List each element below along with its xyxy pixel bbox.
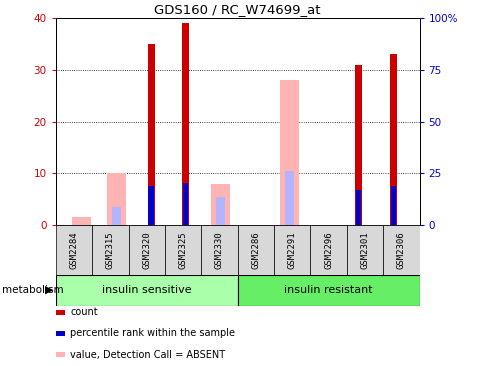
Bar — [279, 80, 299, 225]
Bar — [92, 225, 128, 274]
Text: GSM2286: GSM2286 — [251, 231, 260, 269]
Bar — [201, 225, 237, 274]
Bar — [382, 225, 419, 274]
Title: GDS160 / RC_W74699_at: GDS160 / RC_W74699_at — [154, 3, 320, 16]
Bar — [237, 274, 419, 306]
Bar — [128, 225, 165, 274]
Bar — [147, 44, 154, 225]
Bar — [72, 217, 91, 225]
Bar — [390, 186, 395, 225]
Text: value, Detection Call = ABSENT: value, Detection Call = ABSENT — [70, 350, 225, 360]
Bar — [106, 173, 126, 225]
Bar — [346, 225, 382, 274]
Text: GSM2330: GSM2330 — [214, 231, 224, 269]
Text: GSM2284: GSM2284 — [69, 231, 78, 269]
Bar — [237, 225, 273, 274]
Text: insulin sensitive: insulin sensitive — [102, 285, 191, 295]
Text: percentile rank within the sample: percentile rank within the sample — [70, 328, 235, 339]
Bar — [56, 225, 92, 274]
Bar — [165, 225, 201, 274]
Text: count: count — [70, 307, 98, 317]
Text: insulin resistant: insulin resistant — [284, 285, 372, 295]
Text: GSM2306: GSM2306 — [396, 231, 405, 269]
Bar — [182, 23, 189, 225]
Bar — [356, 190, 361, 225]
Bar — [389, 55, 396, 225]
Bar — [56, 274, 237, 306]
Bar — [310, 225, 346, 274]
Text: GSM2325: GSM2325 — [178, 231, 187, 269]
Text: GSM2296: GSM2296 — [323, 231, 333, 269]
Bar — [148, 186, 153, 225]
Bar — [112, 207, 121, 225]
Bar — [355, 65, 362, 225]
Bar — [211, 184, 229, 225]
Text: GSM2301: GSM2301 — [360, 231, 369, 269]
Text: GSM2291: GSM2291 — [287, 231, 296, 269]
Bar — [273, 225, 310, 274]
Bar — [183, 183, 188, 225]
Bar — [285, 171, 293, 225]
Text: GSM2320: GSM2320 — [142, 231, 151, 269]
Bar — [215, 197, 224, 225]
Text: GSM2315: GSM2315 — [106, 231, 115, 269]
Text: ▶: ▶ — [45, 285, 53, 295]
Text: metabolism: metabolism — [2, 285, 64, 295]
